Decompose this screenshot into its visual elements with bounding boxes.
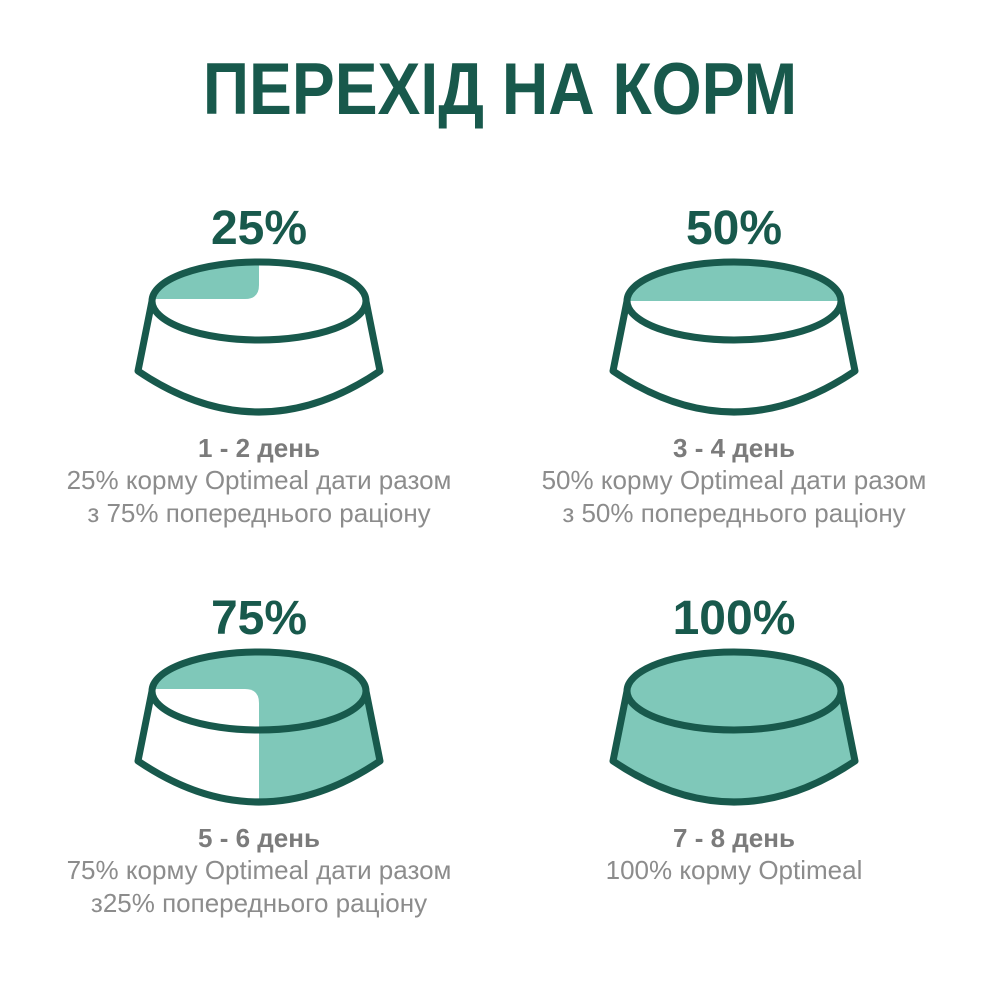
step-percent-label: 100% (672, 592, 796, 645)
step-caption: 5 - 6 день 75% корму Optimeal дати разом… (24, 822, 494, 920)
step-percent-label: 25% (210, 202, 308, 255)
food-bowl-50-icon (604, 258, 864, 419)
page-title: ПЕРЕХІД НА КОРМ (202, 49, 798, 130)
step-caption: 7 - 8 день 100% корму Optimeal (499, 822, 969, 887)
step-percent-label: 50% (685, 202, 783, 255)
step-percent-label: 75% (210, 592, 308, 645)
step-description-line-1: 50% корму Optimeal дати разом (541, 465, 927, 495)
food-bowl-100-icon (604, 648, 864, 809)
transition-step-3: 75% 5 - 6 день 75% корму Optimeal дати р… (24, 595, 494, 920)
step-description-line-2: з 50% попереднього раціону (562, 498, 906, 528)
transition-step-1: 25% 1 - 2 день 25% корму Optimeal дати р… (24, 205, 494, 530)
step-day-label: 1 - 2 день (198, 433, 320, 463)
step-description-line-1: 25% корму Optimeal дати разом (66, 465, 452, 495)
food-bowl-75-icon (129, 648, 389, 809)
transition-step-4: 100% 7 - 8 день 100% корму Optimeal (499, 595, 969, 887)
step-caption: 1 - 2 день 25% корму Optimeal дати разом… (24, 432, 494, 530)
transition-step-2: 50% 3 - 4 день 50% корму Optimeal дати р… (499, 205, 969, 530)
step-description-line-1: 100% корму Optimeal (605, 855, 863, 885)
step-day-label: 7 - 8 день (673, 823, 795, 853)
step-description-line-2: з25% попереднього раціону (90, 888, 428, 918)
food-bowl-25-icon (129, 258, 389, 419)
step-description-line-2: з 75% попереднього раціону (87, 498, 431, 528)
step-description-line-1: 75% корму Optimeal дати разом (66, 855, 452, 885)
step-day-label: 5 - 6 день (198, 823, 320, 853)
step-day-label: 3 - 4 день (673, 433, 795, 463)
step-caption: 3 - 4 день 50% корму Optimeal дати разом… (499, 432, 969, 530)
